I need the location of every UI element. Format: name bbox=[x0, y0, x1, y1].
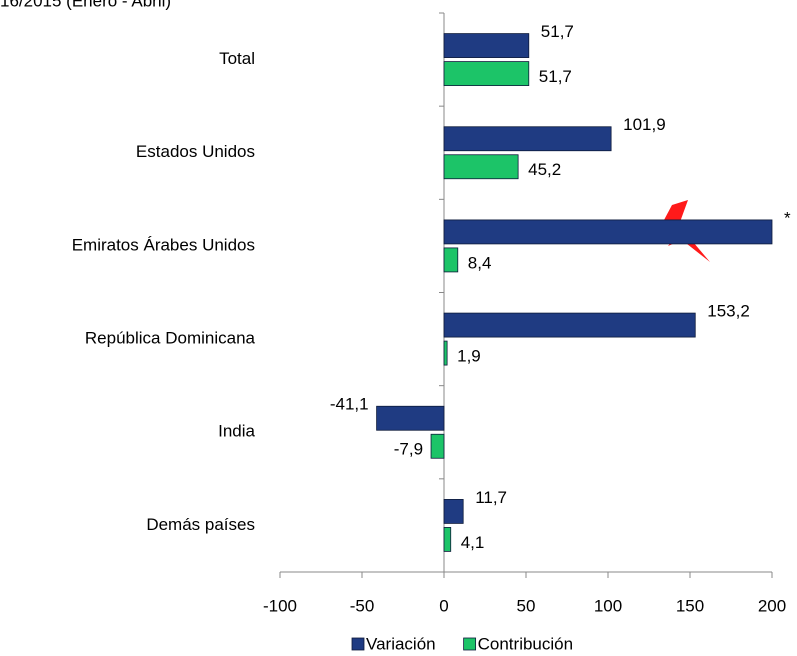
x-tick-label: 100 bbox=[594, 596, 622, 615]
bar bbox=[443, 340, 448, 366]
bar bbox=[430, 433, 445, 459]
data-label: 153,2 bbox=[707, 302, 750, 321]
legend-label: Contribución bbox=[478, 634, 573, 653]
x-tick-label: 200 bbox=[758, 596, 786, 615]
x-tick-label: 0 bbox=[439, 596, 448, 615]
bar bbox=[443, 126, 612, 152]
bar bbox=[376, 405, 445, 431]
x-tick-label: -100 bbox=[263, 596, 297, 615]
x-tick-label: 150 bbox=[676, 596, 704, 615]
legend-swatch bbox=[351, 637, 365, 651]
data-label: 51,7 bbox=[541, 22, 574, 41]
bar bbox=[443, 154, 519, 180]
data-label: -41,1 bbox=[330, 395, 369, 414]
y-tick-label: Demás países bbox=[146, 515, 255, 534]
bar bbox=[443, 312, 696, 338]
data-label: * bbox=[784, 208, 791, 227]
bar bbox=[443, 61, 530, 86]
data-label: 11,7 bbox=[475, 488, 507, 507]
legend-swatch bbox=[463, 637, 477, 651]
bar bbox=[443, 219, 773, 245]
data-label: 45,2 bbox=[528, 160, 561, 179]
y-tick-label: Total bbox=[219, 49, 255, 68]
data-label: 1,9 bbox=[457, 347, 481, 366]
chart-title: 16/2015 (Enero - Abril) bbox=[0, 0, 171, 10]
bar bbox=[443, 527, 452, 552]
x-tick-label: 50 bbox=[517, 596, 536, 615]
data-label: 4,1 bbox=[461, 533, 485, 552]
bar bbox=[443, 247, 459, 273]
data-label: 101,9 bbox=[623, 115, 666, 134]
data-label: 8,4 bbox=[468, 253, 492, 272]
y-tick-label: Emiratos Árabes Unidos bbox=[72, 235, 255, 254]
x-tick-label: -50 bbox=[350, 596, 375, 615]
y-tick-label: Estados Unidos bbox=[136, 142, 255, 161]
data-label: 51,7 bbox=[539, 67, 572, 86]
data-label: -7,9 bbox=[394, 440, 423, 459]
legend-label: Variación bbox=[366, 634, 436, 653]
bar bbox=[443, 499, 464, 524]
y-tick-label: India bbox=[218, 422, 255, 441]
bar bbox=[443, 33, 530, 58]
y-tick-label: República Dominicana bbox=[85, 329, 256, 348]
